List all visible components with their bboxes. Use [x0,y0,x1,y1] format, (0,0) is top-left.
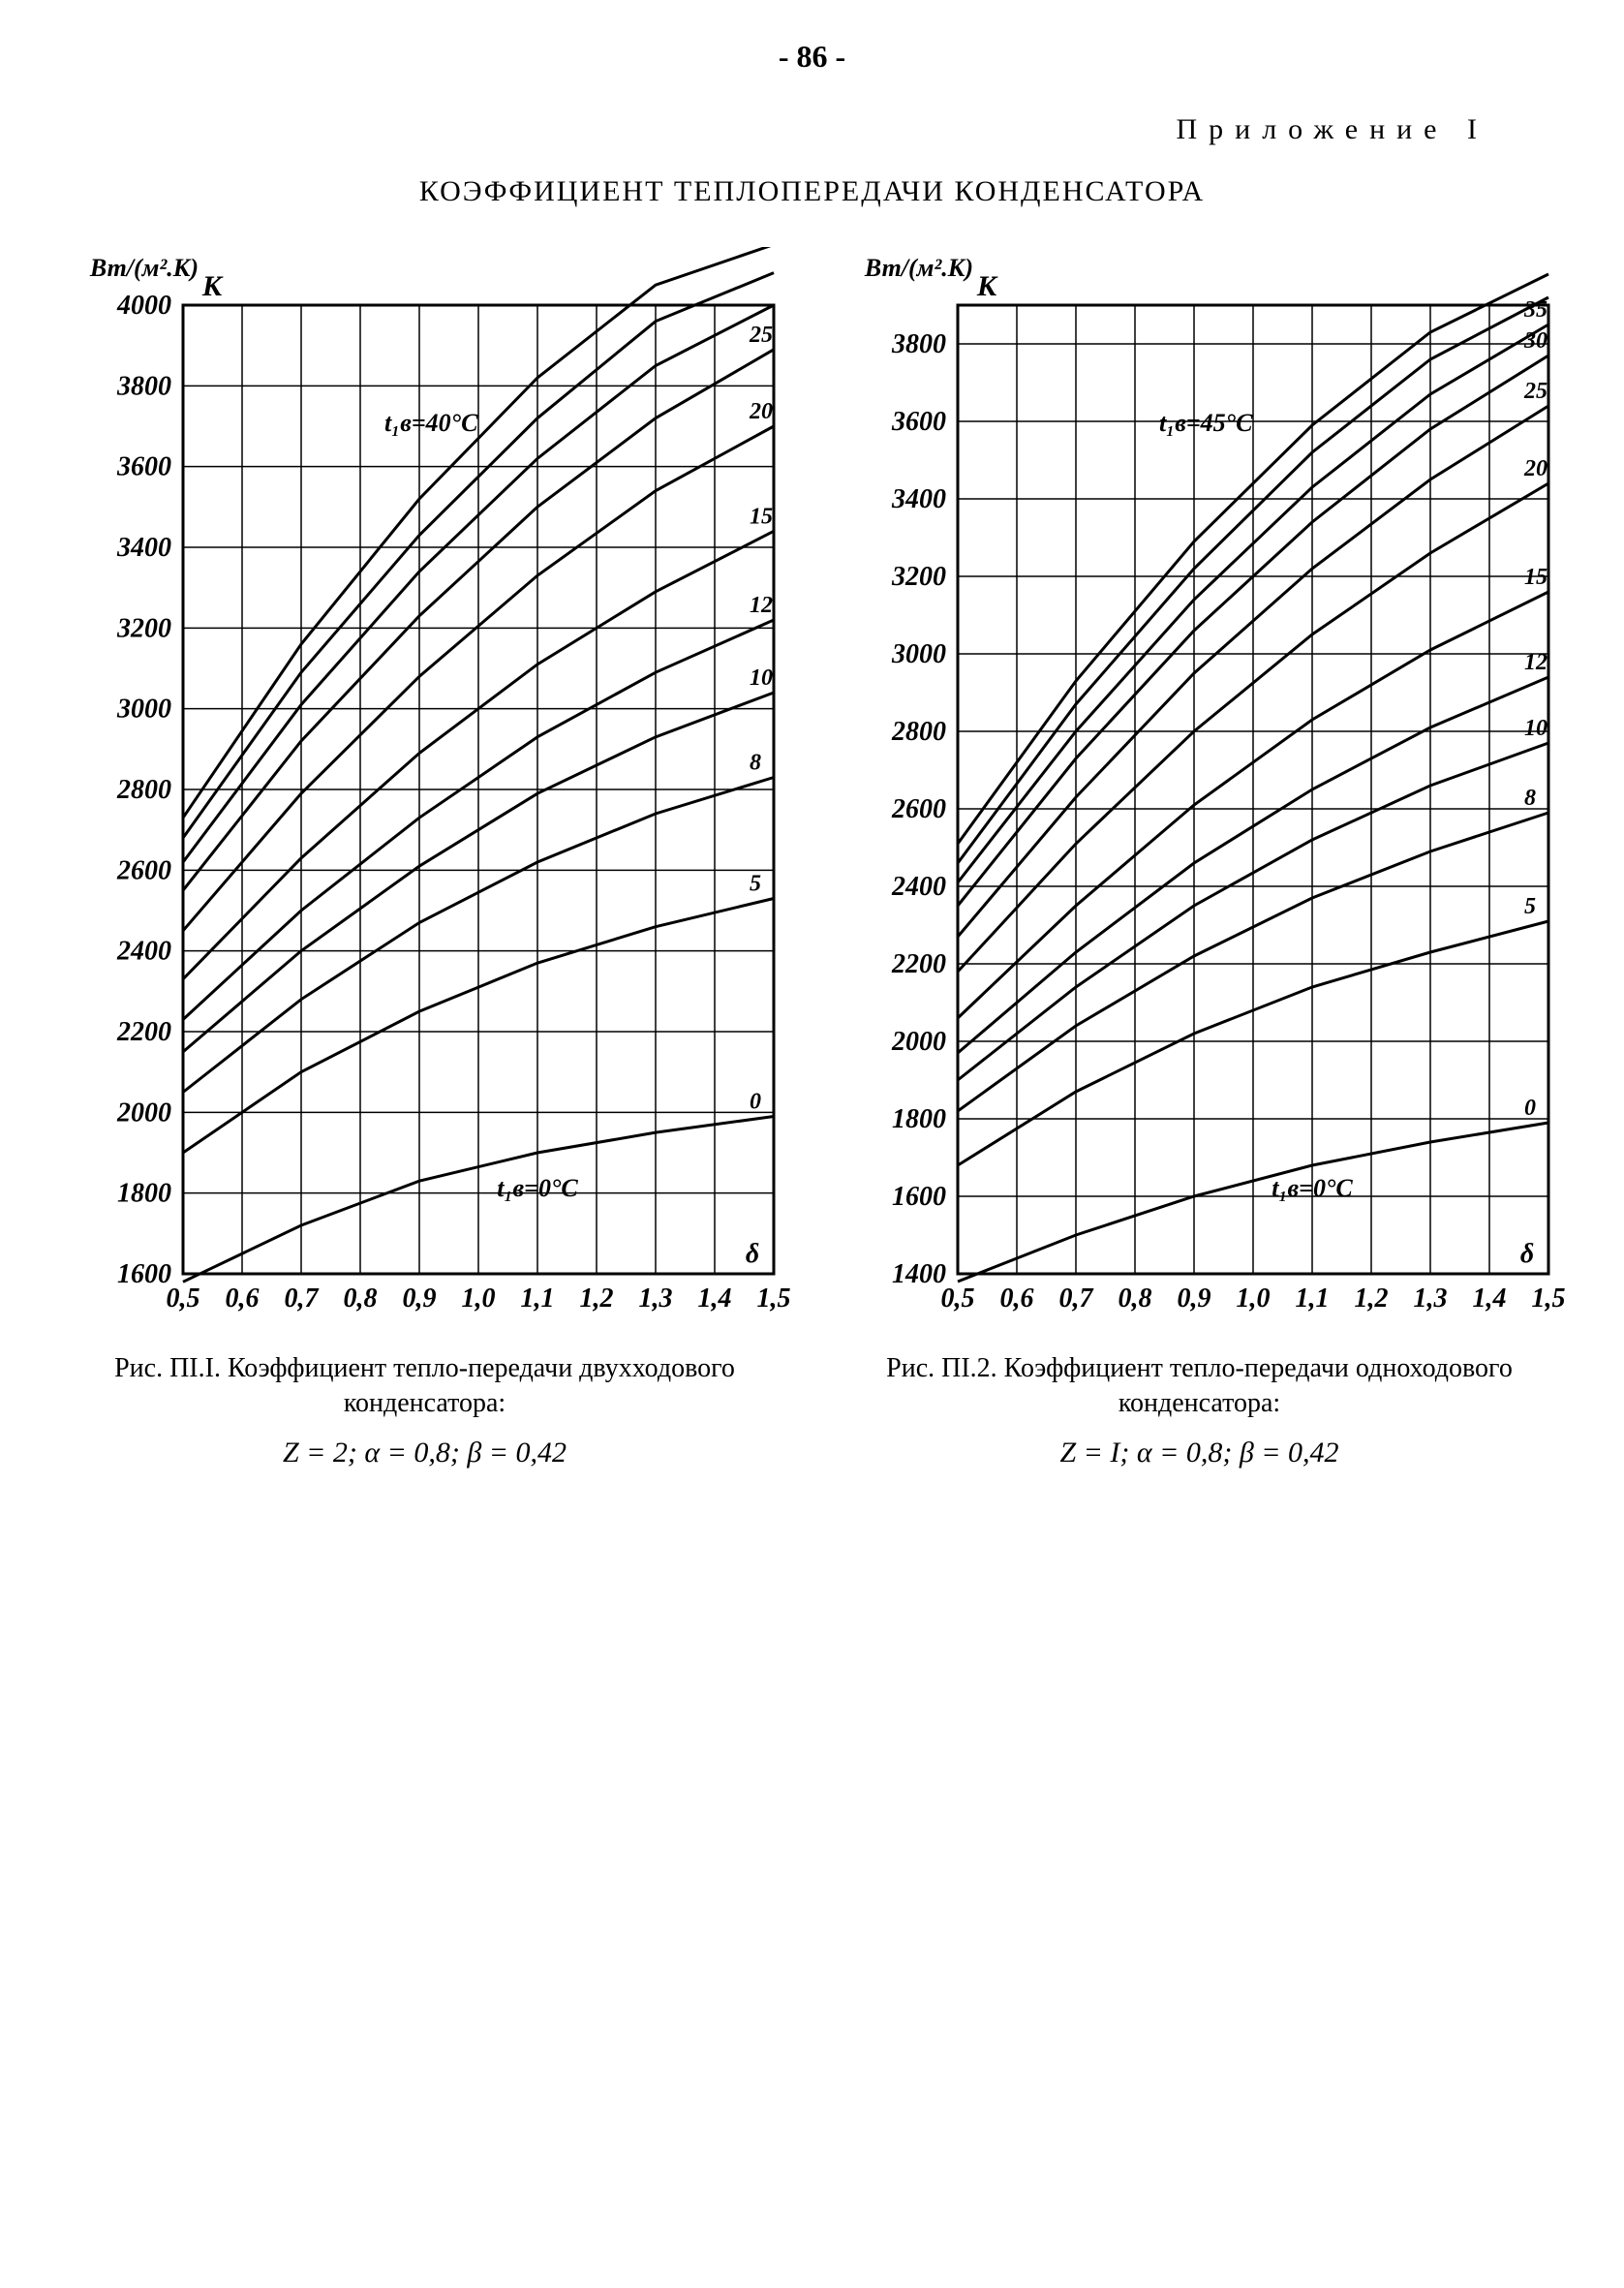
svg-text:1,2: 1,2 [579,1283,613,1314]
chart-right-params: Z = I; α = 0,8; β = 0,42 [1059,1437,1338,1469]
svg-text:1,4: 1,4 [1472,1283,1506,1314]
svg-text:8: 8 [1524,786,1536,811]
svg-text:3200: 3200 [116,613,171,643]
svg-text:3000: 3000 [116,695,171,725]
svg-text:1,3: 1,3 [638,1283,672,1314]
svg-text:20: 20 [749,399,773,424]
svg-text:25: 25 [749,323,773,348]
svg-text:δ: δ [1519,1239,1533,1269]
svg-text:0,5: 0,5 [166,1283,199,1314]
svg-text:10: 10 [1524,716,1547,741]
svg-text:2400: 2400 [116,937,171,967]
svg-text:1,1: 1,1 [1295,1283,1329,1314]
svg-text:1,5: 1,5 [756,1283,790,1314]
svg-text:t₁в=0°C: t₁в=0°C [1272,1174,1353,1202]
svg-text:К: К [200,270,223,302]
svg-text:2200: 2200 [116,1017,171,1047]
svg-text:3800: 3800 [891,329,946,359]
svg-text:3600: 3600 [891,407,946,437]
svg-text:1400: 1400 [892,1259,946,1289]
svg-text:1800: 1800 [892,1104,946,1134]
svg-text:К: К [975,270,997,302]
svg-text:0,9: 0,9 [1177,1283,1210,1314]
svg-text:δ: δ [745,1239,758,1269]
svg-text:25: 25 [1523,379,1547,404]
svg-text:1,4: 1,4 [697,1283,731,1314]
svg-text:0: 0 [750,1090,761,1115]
svg-text:2600: 2600 [891,794,946,824]
svg-text:0,7: 0,7 [284,1283,319,1314]
chart-right: 0581012152025303514001600180020002200240… [832,247,1568,1332]
appendix-label: Приложение I [58,113,1566,146]
svg-text:t₁в=40°C: t₁в=40°C [383,409,477,437]
svg-text:5: 5 [750,872,761,897]
charts-row: 0 5 8 10 12 15 20 25 1600 1800 2000 2200 2400 2600 280… [58,247,1566,1469]
svg-text:1600: 1600 [117,1259,171,1289]
svg-text:1,3: 1,3 [1413,1283,1447,1314]
svg-text:3800: 3800 [116,371,171,401]
svg-text:2000: 2000 [891,1027,946,1057]
svg-text:Вт/(м².К): Вт/(м².К) [863,254,972,282]
svg-text:5: 5 [1524,894,1536,919]
svg-text:0,8: 0,8 [1118,1283,1151,1314]
svg-text:0,6: 0,6 [225,1283,259,1314]
chart-left-block: 0 5 8 10 12 15 20 25 1600 1800 2000 2200 2400 2600 280… [57,247,793,1469]
svg-text:t₁в=0°C: t₁в=0°C [497,1174,578,1202]
svg-text:3600: 3600 [116,452,171,482]
svg-text:3000: 3000 [891,639,946,669]
svg-text:2000: 2000 [116,1098,171,1128]
chart-right-caption: Рис. ПI.2. Коэффициент тепло-передачи од… [861,1351,1539,1422]
svg-text:Вт/(м².К): Вт/(м².К) [88,254,198,282]
svg-text:8: 8 [750,751,761,776]
svg-text:2800: 2800 [891,717,946,747]
svg-text:1600: 1600 [892,1182,946,1212]
svg-text:2800: 2800 [116,775,171,805]
svg-text:4000: 4000 [116,291,171,321]
svg-text:0,7: 0,7 [1058,1283,1093,1314]
svg-text:3400: 3400 [891,484,946,514]
page-number: - 86 - [58,39,1566,75]
svg-text:2400: 2400 [891,872,946,902]
svg-text:2200: 2200 [891,949,946,979]
svg-text:10: 10 [750,665,773,691]
chart-left-params: Z = 2; α = 0,8; β = 0,42 [283,1437,567,1469]
svg-text:15: 15 [750,504,773,529]
svg-text:0,5: 0,5 [940,1283,974,1314]
svg-text:20: 20 [1523,456,1547,481]
svg-text:1800: 1800 [117,1179,171,1209]
svg-text:1,2: 1,2 [1354,1283,1388,1314]
svg-text:12: 12 [750,593,773,618]
svg-text:12: 12 [1524,650,1547,675]
svg-text:1,0: 1,0 [1236,1283,1270,1314]
svg-text:3200: 3200 [891,562,946,592]
svg-text:1,1: 1,1 [520,1283,554,1314]
svg-text:t₁в=45°C: t₁в=45°C [1158,409,1252,437]
svg-text:2600: 2600 [116,855,171,885]
svg-text:15: 15 [1524,565,1547,590]
chart-right-block: 0581012152025303514001600180020002200240… [832,247,1568,1469]
svg-text:0,8: 0,8 [343,1283,377,1314]
svg-text:1,5: 1,5 [1531,1283,1565,1314]
chart-left: 0 5 8 10 12 15 20 25 1600 1800 2000 2200 2400 2600 280… [57,247,793,1332]
chart-left-caption: Рис. ПI.I. Коэффициент тепло-передачи дв… [86,1351,764,1422]
svg-text:1,0: 1,0 [461,1283,495,1314]
svg-text:3400: 3400 [116,533,171,563]
svg-text:0,6: 0,6 [999,1283,1033,1314]
svg-text:0: 0 [1524,1096,1536,1121]
main-title: КОЭФФИЦИЕНТ ТЕПЛОПЕРЕДАЧИ КОНДЕНСАТОРА [58,175,1566,208]
svg-text:0,9: 0,9 [402,1283,436,1314]
